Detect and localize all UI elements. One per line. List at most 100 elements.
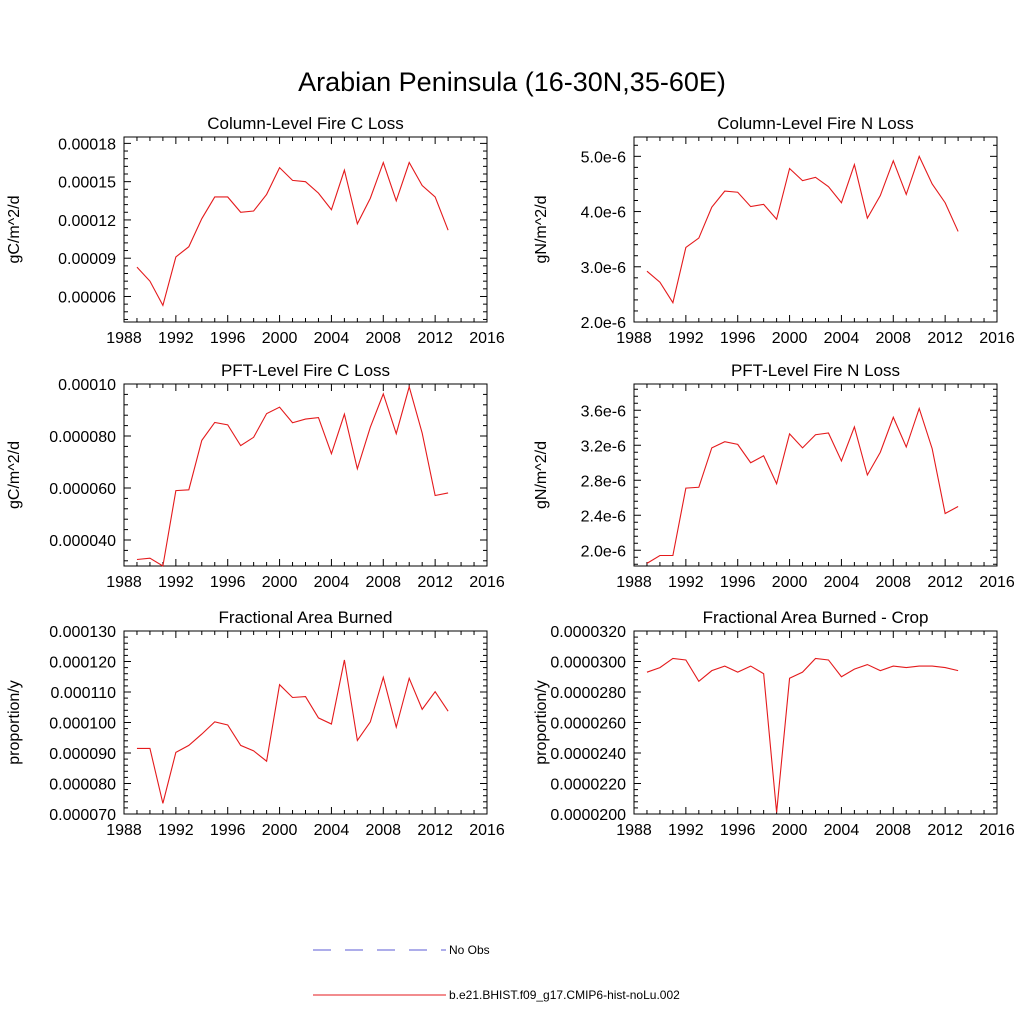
column-fire-n-ytick-label: 4.0e-6 <box>581 205 626 222</box>
column-fire-c-series-line <box>136 160 449 307</box>
column-fire-n-xtick-label: 1992 <box>668 330 704 347</box>
column-fire-c-ytick-label: 0.00006 <box>58 289 116 306</box>
area-burned-crop-ytick-label: 0.0000300 <box>550 655 626 672</box>
pft-fire-n-ytick-label: 2.0e-6 <box>581 543 626 560</box>
pft-fire-n-xtick-label: 2004 <box>824 574 860 591</box>
column-fire-c-xtick-label: 2000 <box>262 330 298 347</box>
pft-fire-n-xtick-label: 2008 <box>875 574 911 591</box>
pft-fire-c-frame <box>123 383 488 567</box>
area-burned-xtick-label: 2016 <box>469 822 505 839</box>
column-fire-c-xtick-label: 2008 <box>365 330 401 347</box>
area-burned-crop-ytick-label: 0.0000220 <box>550 777 626 794</box>
pft-fire-c-xtick-label: 2000 <box>262 574 298 591</box>
pft-fire-n-ylabel: gN/m^2/d <box>533 441 550 509</box>
column-fire-c-xtick-label: 1992 <box>158 330 194 347</box>
column-fire-n-xtick-label: 2004 <box>824 330 860 347</box>
pft-fire-c-ytick-label: 0.000060 <box>49 481 116 498</box>
area-burned-crop-xtick-label: 2000 <box>772 822 808 839</box>
panel-pft-fire-c: PFT-Level Fire C Loss 1988 1992 1996 2000 200… <box>6 361 505 591</box>
area-burned-crop-ytick-label: 0.0000260 <box>550 716 626 733</box>
area-burned-crop-title: Fractional Area Burned - Crop <box>703 608 929 627</box>
pft-fire-n-xtick-label: 2000 <box>772 574 808 591</box>
panel-column-fire-c: Column-Level Fire C Loss 1988 1992 1996 2000… <box>6 114 505 347</box>
area-burned-ytick-label: 0.000090 <box>49 746 116 763</box>
pft-fire-c-ytick-label: 0.00010 <box>58 377 116 394</box>
main-title: Arabian Peninsula (16-30N,35-60E) <box>298 67 726 97</box>
column-fire-n-title: Column-Level Fire N Loss <box>717 114 914 133</box>
pft-fire-n-frame <box>633 383 998 567</box>
column-fire-c-xtick-label: 1988 <box>106 330 142 347</box>
area-burned-crop-xtick-label: 2012 <box>927 822 963 839</box>
column-fire-n-ytick-label: 3.0e-6 <box>581 260 626 277</box>
column-fire-n-xtick-label: 2008 <box>875 330 911 347</box>
pft-fire-c-ylabel: gC/m^2/d <box>6 441 23 509</box>
column-fire-n-xtick-label: 2012 <box>927 330 963 347</box>
area-burned-xtick-label: 2000 <box>262 822 298 839</box>
column-fire-n-xtick-label: 1988 <box>616 330 652 347</box>
pft-fire-c-xtick-label: 1988 <box>106 574 142 591</box>
area-burned-ytick-label: 0.000080 <box>49 777 116 794</box>
area-burned-series-line <box>136 659 449 804</box>
area-burned-crop-xtick-label: 2016 <box>979 822 1015 839</box>
pft-fire-c-ytick-label: 0.000040 <box>49 533 116 550</box>
pft-fire-n-series-line <box>646 406 959 564</box>
pft-fire-n-ytick-label: 3.2e-6 <box>581 438 626 455</box>
pft-fire-c-series-line <box>136 384 449 567</box>
area-burned-title: Fractional Area Burned <box>219 608 393 627</box>
area-burned-xtick-label: 2004 <box>314 822 350 839</box>
panels: Column-Level Fire C Loss 1988 1992 1996 2000… <box>6 114 1015 839</box>
column-fire-n-ylabel: gN/m^2/d <box>533 196 550 264</box>
pft-fire-c-xtick-label: 2012 <box>417 574 453 591</box>
area-burned-crop-ytick-label: 0.0000240 <box>550 746 626 763</box>
column-fire-c-xtick-label: 2016 <box>469 330 505 347</box>
column-fire-c-xtick-label: 2012 <box>417 330 453 347</box>
column-fire-n-ytick-label: 2.0e-6 <box>581 315 626 332</box>
pft-fire-n-ytick-label: 2.8e-6 <box>581 473 626 490</box>
column-fire-c-ytick-label: 0.00012 <box>58 213 116 230</box>
panel-pft-fire-n: PFT-Level Fire N Loss 1988 1992 1996 2000 200… <box>533 361 1015 591</box>
panel-column-fire-n: Column-Level Fire N Loss 1988 1992 1996 2000… <box>533 114 1015 347</box>
legend: No Obs b.e21.BHIST.f09_g17.CMIP6-hist-no… <box>313 943 680 1002</box>
pft-fire-c-xtick-label: 2004 <box>314 574 350 591</box>
pft-fire-c-xtick-label: 2008 <box>365 574 401 591</box>
area-burned-xtick-label: 1996 <box>210 822 246 839</box>
area-burned-ytick-label: 0.000130 <box>49 624 116 641</box>
column-fire-c-ytick-label: 0.00009 <box>58 251 116 268</box>
area-burned-crop-xtick-label: 2004 <box>824 822 860 839</box>
area-burned-ytick-label: 0.000110 <box>50 685 116 702</box>
area-burned-crop-xtick-label: 1992 <box>668 822 704 839</box>
column-fire-c-frame <box>123 136 488 323</box>
column-fire-n-xtick-label: 2016 <box>979 330 1015 347</box>
area-burned-xtick-label: 2008 <box>365 822 401 839</box>
pft-fire-n-ytick-label: 2.4e-6 <box>581 508 626 525</box>
pft-fire-c-xtick-label: 2016 <box>469 574 505 591</box>
panel-area-burned-crop: Fractional Area Burned - Crop 1988 1992 199… <box>533 608 1015 839</box>
area-burned-crop-xtick-label: 2008 <box>875 822 911 839</box>
column-fire-c-xtick-label: 1996 <box>210 330 246 347</box>
column-fire-c-xtick-label: 2004 <box>314 330 350 347</box>
column-fire-n-frame <box>633 136 998 323</box>
area-burned-ytick-label: 0.000120 <box>49 655 116 672</box>
area-burned-frame <box>123 630 488 815</box>
column-fire-c-ylabel: gC/m^2/d <box>6 196 23 264</box>
pft-fire-n-xtick-label: 1996 <box>720 574 756 591</box>
legend-label-no-obs: No Obs <box>449 943 490 957</box>
pft-fire-c-ytick-label: 0.000080 <box>49 429 116 446</box>
area-burned-ytick-label: 0.000070 <box>49 807 116 824</box>
area-burned-crop-ytick-label: 0.0000280 <box>550 685 626 702</box>
area-burned-crop-ytick-label: 0.0000200 <box>550 807 626 824</box>
area-burned-crop-ylabel: proportion/y <box>533 680 550 765</box>
area-burned-crop-xtick-label: 1996 <box>720 822 756 839</box>
column-fire-n-ytick-label: 5.0e-6 <box>581 149 626 166</box>
pft-fire-c-xtick-label: 1996 <box>210 574 246 591</box>
pft-fire-n-xtick-label: 2012 <box>927 574 963 591</box>
area-burned-crop-ytick-label: 0.0000320 <box>550 624 626 641</box>
legend-label-model: b.e21.BHIST.f09_g17.CMIP6-hist-noLu.002 <box>449 988 680 1002</box>
pft-fire-n-xtick-label: 1988 <box>616 574 652 591</box>
area-burned-ytick-label: 0.000100 <box>49 716 116 733</box>
area-burned-xtick-label: 2012 <box>417 822 453 839</box>
pft-fire-c-title: PFT-Level Fire C Loss <box>221 361 390 380</box>
pft-fire-c-xtick-label: 1992 <box>158 574 194 591</box>
column-fire-n-series-line <box>646 154 959 305</box>
